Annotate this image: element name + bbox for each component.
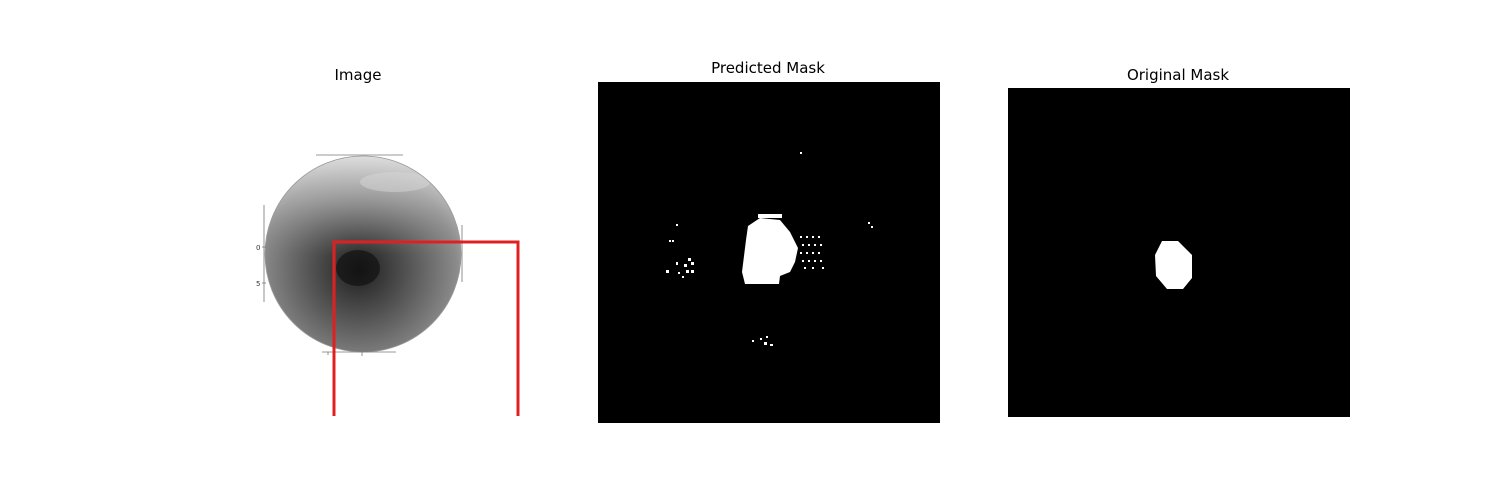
original-mask-blob bbox=[1155, 241, 1192, 289]
predicted-mask-blob bbox=[742, 214, 798, 284]
panel-title-predicted-mask: Predicted Mask bbox=[711, 59, 825, 77]
panel-title-original-mask: Original Mask bbox=[1126, 66, 1230, 84]
inner-tick-label: 0 bbox=[256, 244, 260, 252]
bounding-box-outline bbox=[332, 240, 520, 416]
predicted-mask-noise bbox=[666, 152, 873, 346]
panel-image: 0 5 bbox=[256, 154, 520, 416]
panel-title-image: Image bbox=[334, 66, 382, 84]
panel-original-mask bbox=[1008, 88, 1350, 417]
panel-predicted-mask bbox=[598, 82, 940, 423]
inner-tick-label: 5 bbox=[256, 280, 260, 288]
planet-disc bbox=[264, 155, 462, 353]
